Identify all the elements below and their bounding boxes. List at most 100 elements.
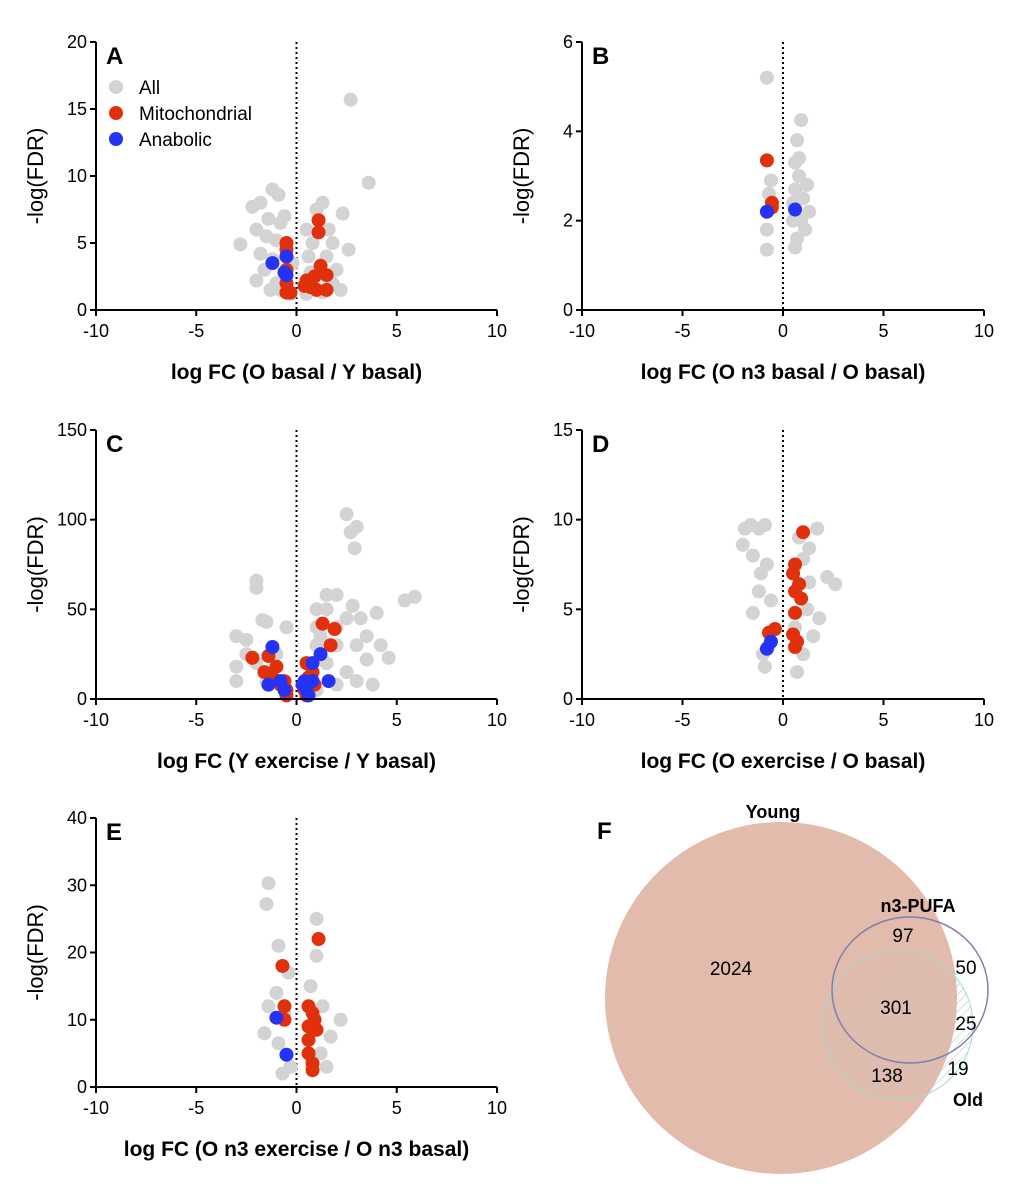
venn-count-old-only: 19 xyxy=(947,1059,968,1080)
point-mitochondrial xyxy=(786,566,801,581)
point-all xyxy=(259,897,274,912)
point-all xyxy=(277,209,292,224)
venn-count-pufa-only: 50 xyxy=(955,958,976,979)
panel-A: -10 -5 0 5 10 0 5 10 15 20 log FC (O basal / Y bas… xyxy=(23,32,507,384)
x-tick-label: 10 xyxy=(974,321,994,341)
venn-count-pufa-old: 25 xyxy=(955,1014,976,1035)
x-tick-label: -10 xyxy=(569,321,595,341)
venn-count-young-old: 138 xyxy=(871,1066,903,1087)
y-tick-label: 2 xyxy=(563,211,573,231)
x-tick-label: -5 xyxy=(188,321,204,341)
panel-letter-F: F xyxy=(597,818,612,845)
point-all xyxy=(763,173,778,188)
point-all xyxy=(249,580,264,595)
x-tick-label: -10 xyxy=(83,321,109,341)
point-all xyxy=(802,204,817,219)
point-all xyxy=(359,652,374,667)
x-tick-label: 10 xyxy=(974,710,994,730)
point-all xyxy=(257,1026,272,1041)
y-axis-title: -log(FDR) xyxy=(23,128,48,225)
point-all xyxy=(249,222,264,237)
y-tick-label: 15 xyxy=(67,99,87,119)
x-tick-label: -5 xyxy=(674,710,690,730)
x-axis-title: log FC (O basal / Y basal) xyxy=(171,361,422,384)
point-mitochondrial xyxy=(269,659,284,674)
venn-pufa-ellipse xyxy=(831,916,989,1064)
point-mitochondrial xyxy=(305,1063,320,1078)
point-mitochondrial xyxy=(301,1032,316,1047)
x-axis-title: log FC (O n3 basal / O basal) xyxy=(641,361,926,384)
y-tick-label: 6 xyxy=(563,32,573,52)
point-anabolic xyxy=(277,683,292,698)
y-tick-label: 10 xyxy=(553,510,573,530)
point-anabolic xyxy=(759,641,774,656)
point-all xyxy=(299,222,314,237)
point-anabolic xyxy=(313,647,328,662)
x-axis-title: log FC (O n3 exercise / O n3 basal) xyxy=(124,1138,469,1161)
point-all xyxy=(271,1036,286,1051)
panel-D: -10 -5 0 5 10 0 5 10 15 log FC (O exercise / O ba… xyxy=(509,420,994,773)
point-all xyxy=(745,548,760,563)
venn-count-young-pufa: 97 xyxy=(892,926,913,947)
y-tick-label: 0 xyxy=(563,300,573,320)
venn-label-young: Young xyxy=(746,802,801,822)
point-mitochondrial xyxy=(788,605,803,620)
point-mitochondrial xyxy=(311,225,326,240)
y-tick-label: 20 xyxy=(67,943,87,963)
point-all xyxy=(751,584,766,599)
point-all xyxy=(249,273,264,288)
x-tick-label: -10 xyxy=(83,1098,109,1118)
point-all xyxy=(347,541,362,556)
y-tick-label: 100 xyxy=(57,510,87,530)
point-all xyxy=(275,1066,290,1081)
point-mitochondrial xyxy=(309,282,324,297)
point-all xyxy=(381,650,396,665)
venn-diagram: F Young n3-PUFA Old 2024 97 50 301 25 13… xyxy=(597,802,989,1174)
point-mitochondrial xyxy=(759,153,774,168)
panel-letter-C: C xyxy=(106,431,123,458)
point-all xyxy=(315,999,330,1014)
point-all xyxy=(349,674,364,689)
point-all xyxy=(800,177,815,192)
point-anabolic xyxy=(788,202,803,217)
point-mitochondrial xyxy=(299,273,314,288)
point-all xyxy=(303,979,318,994)
y-axis-title: -log(FDR) xyxy=(509,128,534,225)
venn-label-old: Old xyxy=(953,1090,983,1110)
x-tick-label: -10 xyxy=(83,710,109,730)
point-all xyxy=(790,665,805,680)
legend-marker-all xyxy=(109,80,123,94)
x-tick-label: -10 xyxy=(569,710,595,730)
point-mitochondrial xyxy=(283,285,298,300)
point-mitochondrial xyxy=(319,282,334,297)
x-tick-label: 0 xyxy=(291,1098,301,1118)
point-all xyxy=(325,236,340,250)
point-mitochondrial xyxy=(311,932,326,947)
point-all xyxy=(301,249,316,264)
point-all xyxy=(788,182,803,197)
point-anabolic xyxy=(265,256,280,271)
point-all xyxy=(309,602,324,617)
point-all xyxy=(365,677,380,692)
point-all xyxy=(802,541,817,556)
panel-letter-E: E xyxy=(106,819,122,846)
point-all xyxy=(800,602,815,617)
point-all xyxy=(323,1029,338,1044)
y-axis-title: -log(FDR) xyxy=(509,516,534,613)
x-tick-label: 0 xyxy=(778,321,788,341)
point-all xyxy=(792,151,807,166)
point-mitochondrial xyxy=(796,525,811,540)
x-tick-label: 5 xyxy=(878,710,888,730)
point-all xyxy=(305,236,320,250)
point-all xyxy=(812,611,827,626)
point-all xyxy=(790,133,805,148)
y-tick-label: 4 xyxy=(563,121,573,141)
panel-B: -10 -5 0 5 10 0 2 4 6 log FC (O n3 basal / O basa… xyxy=(509,32,994,384)
point-all xyxy=(820,570,835,585)
x-tick-label: -5 xyxy=(188,710,204,730)
legend-label: Anabolic xyxy=(139,130,212,151)
point-all xyxy=(259,614,274,629)
x-tick-label: 0 xyxy=(291,710,301,730)
point-all xyxy=(335,206,350,221)
